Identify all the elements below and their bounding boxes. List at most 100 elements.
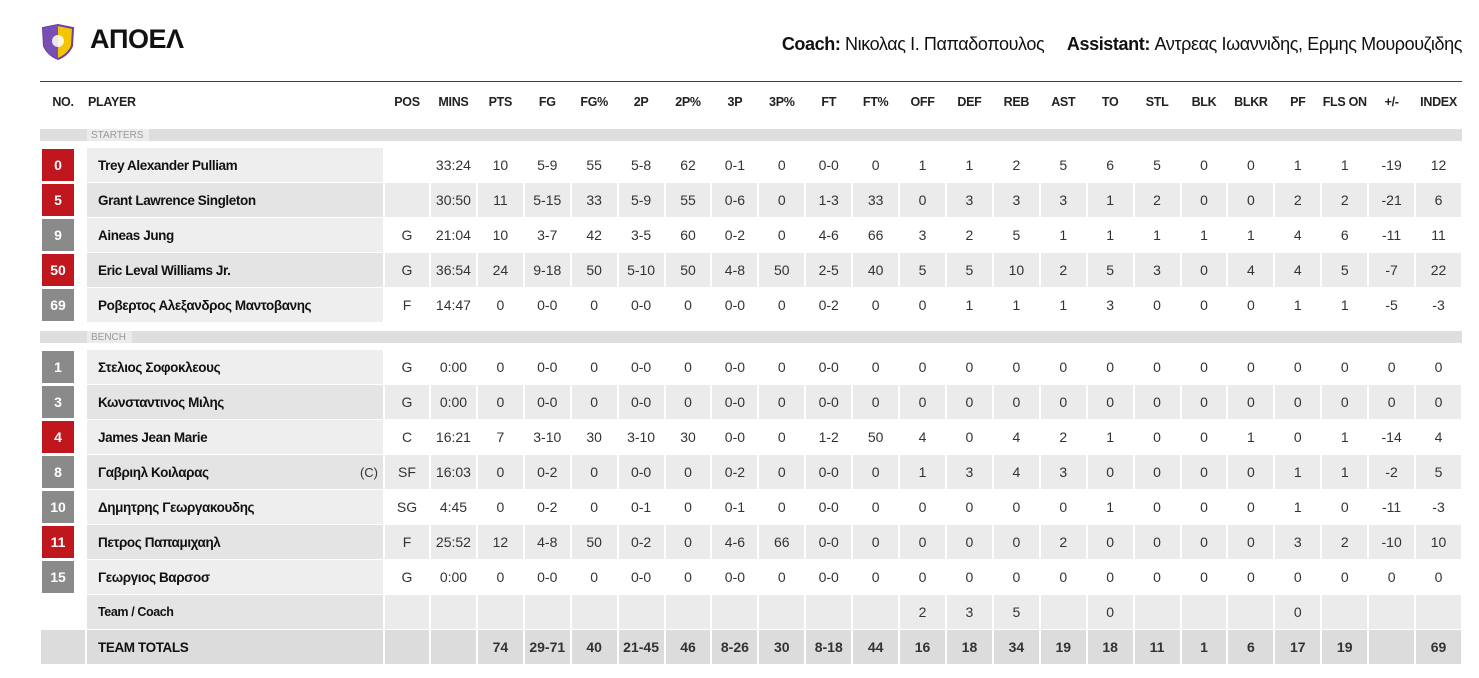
stat-cell: 1	[1322, 288, 1368, 322]
stat-cell: 0	[665, 350, 711, 384]
stat-cell: 40	[853, 253, 899, 287]
stat-cell: 10	[1416, 525, 1461, 559]
stat-cell: 55	[571, 148, 617, 182]
stat-cell: 7	[477, 420, 523, 454]
stat-cell: 0:00	[431, 560, 476, 594]
stat-cell: 62	[665, 148, 711, 182]
column-header: 3P	[727, 95, 743, 109]
stat-cell: 33	[571, 183, 617, 217]
empty-cell	[712, 595, 758, 629]
coach-label: Coach:	[781, 34, 841, 54]
stat-cell: 0	[1040, 350, 1086, 384]
empty-cell	[1369, 630, 1415, 664]
jersey-badge: 10	[42, 491, 74, 523]
empty-cell	[1416, 595, 1461, 629]
stat-cell: 14:47	[431, 288, 476, 322]
stat-cell: -5	[1369, 288, 1415, 322]
stat-cell: 0	[1275, 595, 1321, 629]
stat-cell: 0	[900, 490, 945, 524]
assistant-label: Assistant:	[1066, 34, 1150, 54]
stat-cell: 0	[759, 385, 805, 419]
stat-cell: 16	[900, 630, 945, 664]
stat-cell: 1	[1087, 218, 1133, 252]
stat-cell: 19	[1322, 630, 1368, 664]
stat-cell: 2	[900, 595, 945, 629]
jersey-badge: 15	[42, 561, 74, 593]
player-name: Δημητρης Γεωργακουδης	[87, 490, 383, 524]
stat-cell: 0	[900, 560, 945, 594]
stat-cell: 0	[571, 385, 617, 419]
stat-cell: 1	[1275, 490, 1321, 524]
stat-cell: 16:21	[431, 420, 476, 454]
stat-cell: G	[385, 350, 429, 384]
column-header: FG%	[580, 95, 608, 109]
stat-cell: 8-18	[806, 630, 852, 664]
stat-cell: -21	[1369, 183, 1415, 217]
section-label: STARTERS	[87, 129, 150, 141]
stat-cell: 0-0	[806, 148, 852, 182]
stat-cell: 1	[900, 455, 945, 489]
stat-cell: 0	[1181, 183, 1227, 217]
column-header: NO.	[52, 95, 74, 109]
stat-cell: 0	[1228, 560, 1274, 594]
stat-cell: 0	[900, 288, 945, 322]
empty-cell	[431, 630, 476, 664]
stat-cell: 18	[947, 630, 992, 664]
column-header: MINS	[438, 95, 469, 109]
stat-cell: 55	[665, 183, 711, 217]
stat-cell: 0	[947, 525, 992, 559]
player-name: Grant Lawrence Singleton	[87, 183, 383, 217]
stat-cell: 3	[1134, 253, 1180, 287]
stat-cell: 21:04	[431, 218, 476, 252]
stat-cell: 11	[477, 183, 523, 217]
stat-cell: 5	[1087, 253, 1133, 287]
empty-cell	[431, 595, 476, 629]
stat-cell: 0-1	[712, 148, 758, 182]
stat-cell: 0	[853, 350, 899, 384]
jersey-badge: 50	[42, 254, 74, 286]
stat-cell: 0-2	[524, 490, 570, 524]
stat-cell: 0-0	[806, 560, 852, 594]
column-header: DEF	[957, 95, 982, 109]
column-header: 2P	[633, 95, 649, 109]
empty-cell	[1228, 595, 1274, 629]
stat-cell: 0	[571, 288, 617, 322]
column-header: POS	[394, 95, 420, 109]
column-header: BLKR	[1234, 95, 1268, 109]
jersey-badge: 3	[42, 386, 74, 418]
stat-cell: SG	[385, 490, 429, 524]
stat-cell: 0	[759, 560, 805, 594]
empty-cell	[385, 183, 429, 217]
stat-cell: 1	[1275, 148, 1321, 182]
section-bar	[40, 331, 1462, 343]
stat-cell: 17	[1275, 630, 1321, 664]
stat-cell: 0	[1040, 385, 1086, 419]
empty-cell	[1369, 595, 1415, 629]
stat-cell: 9-18	[524, 253, 570, 287]
stat-cell: 4-6	[806, 218, 852, 252]
stat-cell: 5	[993, 218, 1039, 252]
column-header: REB	[1003, 95, 1030, 109]
stat-cell: 0-0	[618, 288, 664, 322]
stat-cell: 74	[477, 630, 523, 664]
stat-cell: 0	[1087, 350, 1133, 384]
stat-cell: 6	[1322, 218, 1368, 252]
stat-cell: 0	[900, 183, 945, 217]
jersey-badge: 4	[42, 421, 74, 453]
stat-cell: 0	[1416, 350, 1461, 384]
stat-cell: 10	[477, 148, 523, 182]
stat-cell: 4	[900, 420, 945, 454]
stat-cell: 5-9	[524, 148, 570, 182]
stat-cell: 3	[1040, 455, 1086, 489]
empty-cell	[1322, 595, 1368, 629]
stat-cell: 0	[1087, 385, 1133, 419]
stat-cell: 2	[1322, 183, 1368, 217]
stat-cell: 0-0	[524, 385, 570, 419]
stat-cell: 0	[947, 560, 992, 594]
stat-cell: 0	[1228, 288, 1274, 322]
column-header: FLS ON	[1322, 95, 1367, 109]
stat-cell: 0	[477, 490, 523, 524]
stat-cell: 4	[993, 455, 1039, 489]
jersey-badge: 8	[42, 456, 74, 488]
stat-cell: 0	[853, 385, 899, 419]
